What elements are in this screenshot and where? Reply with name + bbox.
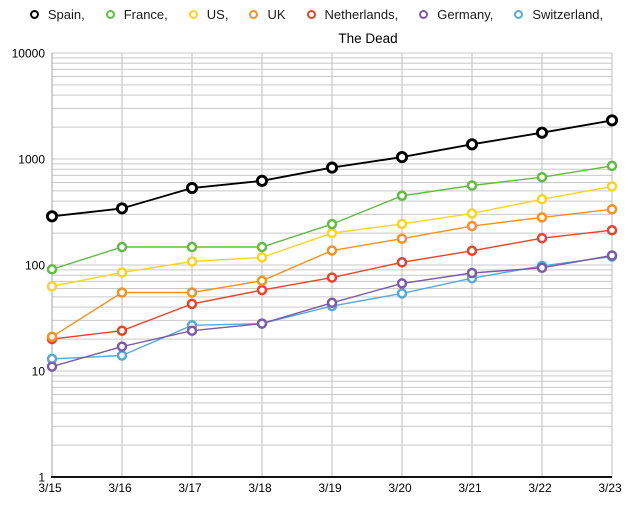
x-tick-label: 3/18: [248, 481, 272, 495]
data-point-germany: [256, 318, 268, 329]
legend-item-netherlands: Netherlands,: [306, 6, 399, 22]
legend-label: Spain,: [47, 6, 85, 22]
data-point-us: [256, 252, 268, 263]
data-point-netherlands: [256, 284, 268, 296]
data-point-uk: [326, 245, 338, 256]
data-point-uk: [606, 204, 618, 215]
data-point-netherlands: [536, 232, 548, 244]
data-point-spain: [395, 151, 409, 164]
data-point-germany: [396, 278, 408, 289]
legend-label: Netherlands,: [324, 6, 399, 22]
x-tick-label: 3/22: [528, 481, 552, 495]
data-point-germany: [536, 262, 548, 274]
data-point-spain: [185, 181, 199, 195]
data-point-us: [536, 194, 548, 205]
legend-marker-icon: [105, 9, 115, 19]
data-point-france: [326, 218, 338, 230]
legend-marker-icon: [419, 9, 429, 19]
data-point-uk: [396, 233, 408, 244]
data-point-france: [396, 190, 408, 202]
data-point-germany: [466, 267, 478, 279]
data-point-france: [46, 264, 58, 275]
x-tick-label: 3/16: [108, 481, 132, 495]
legend-item-switzerland: Switzerland,: [514, 7, 603, 22]
data-point-netherlands: [116, 325, 128, 336]
data-point-us: [466, 208, 478, 219]
y-tick-label: 100: [25, 259, 45, 273]
x-tick-label: 3/23: [598, 481, 622, 495]
data-point-us: [186, 256, 198, 267]
data-point-spain: [45, 210, 59, 223]
data-point-netherlands: [186, 298, 198, 310]
x-tick-label: 3/20: [388, 481, 412, 495]
data-point-france: [466, 180, 478, 191]
legend-item-us: US,: [188, 6, 229, 22]
data-point-france: [606, 160, 618, 172]
data-point-switzerland: [116, 350, 128, 361]
legend-item-uk: UK: [249, 6, 286, 22]
data-point-switzerland: [396, 288, 408, 299]
x-tick-label: 3/17: [178, 481, 202, 495]
data-point-netherlands: [606, 224, 618, 236]
data-point-us: [396, 218, 408, 230]
y-tick-label: 10: [32, 365, 46, 379]
legend-marker-icon: [188, 9, 198, 19]
data-point-us: [116, 267, 128, 278]
y-tick-label: 10000: [12, 47, 46, 61]
data-point-spain: [465, 138, 479, 151]
data-point-spain: [605, 114, 619, 127]
legend-item-france: France,: [105, 6, 168, 22]
data-point-netherlands: [466, 245, 478, 257]
data-point-uk: [186, 287, 198, 298]
data-point-uk: [536, 212, 548, 223]
data-point-us: [326, 227, 338, 239]
legend-item-germany: Germany,: [419, 7, 493, 22]
legend-marker-icon: [306, 9, 316, 19]
x-tick-label: 3/19: [318, 481, 342, 495]
data-point-uk: [466, 220, 478, 232]
data-point-us: [46, 281, 58, 292]
data-point-spain: [535, 126, 549, 139]
legend: Spain, France, US, UK Netherlands, Germany, Sw…: [0, 4, 633, 24]
legend-marker-icon: [249, 9, 259, 19]
data-point-germany: [606, 250, 618, 261]
legend-marker-icon: [29, 9, 39, 19]
data-point-us: [606, 181, 618, 192]
data-point-spain: [255, 174, 269, 187]
legend-marker-icon: [514, 9, 524, 19]
legend-label: France,: [123, 6, 168, 22]
data-point-spain: [115, 202, 129, 215]
data-point-france: [186, 241, 198, 253]
data-point-germany: [186, 325, 198, 336]
data-point-netherlands: [326, 272, 338, 283]
legend-label: Switzerland,: [532, 6, 604, 22]
data-point-france: [116, 241, 128, 253]
chart-title: The Dead: [338, 31, 398, 46]
data-point-france: [256, 241, 268, 253]
legend-label: Germany,: [437, 6, 494, 22]
data-point-germany: [116, 341, 128, 352]
data-point-spain: [325, 161, 339, 174]
legend-label: UK: [267, 6, 286, 22]
data-point-uk: [46, 331, 58, 343]
legend-item-spain: Spain,: [29, 6, 85, 22]
data-point-germany: [46, 361, 58, 372]
x-tick-label: 3/21: [458, 481, 482, 495]
data-point-uk: [116, 287, 128, 298]
legend-label: US,: [206, 6, 229, 22]
data-point-netherlands: [396, 257, 408, 268]
y-tick-label: 1: [38, 471, 45, 485]
y-tick-label: 1000: [18, 153, 45, 167]
data-point-france: [536, 171, 548, 183]
x-tick-label: 3/15: [38, 481, 62, 495]
data-point-germany: [326, 297, 338, 309]
data-point-uk: [256, 275, 268, 287]
